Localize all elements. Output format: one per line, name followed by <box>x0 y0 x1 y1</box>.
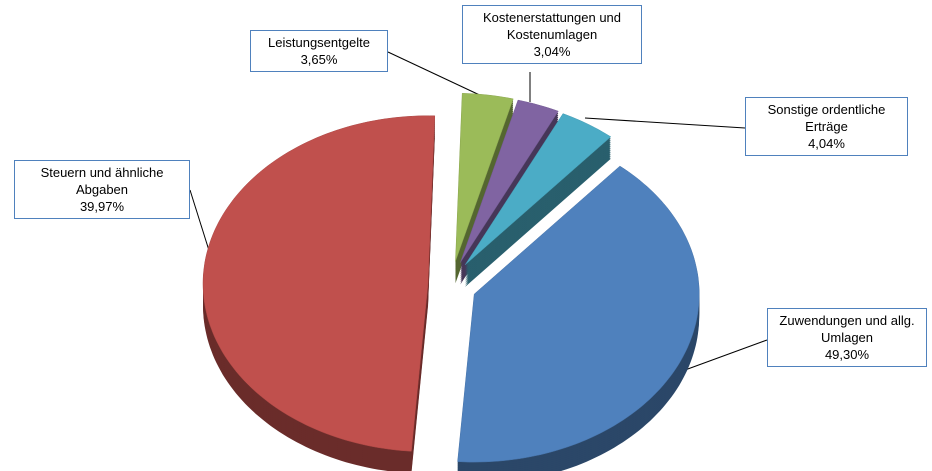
slice <box>464 113 612 266</box>
label-value: 49,30% <box>824 347 870 362</box>
data-label: Kostenerstattungen und Kostenumlagen 3,04… <box>462 5 642 64</box>
label-value: 39,97% <box>79 199 125 214</box>
leader-line <box>684 339 768 371</box>
slices <box>202 93 700 471</box>
leader-line <box>387 51 487 99</box>
label-name: Zuwendungen und allg. Umlagen <box>779 313 915 345</box>
slice <box>457 165 700 463</box>
slice <box>202 115 436 452</box>
data-label: Steuern und ähnliche Abgaben 39,97% <box>14 160 190 219</box>
data-label: Sonstige ordentliche Erträge 4,04% <box>745 97 908 156</box>
label-value: 3,04% <box>533 44 571 59</box>
label-value: 3,65% <box>300 52 338 67</box>
data-label: Leistungsentgelte 3,65% <box>250 30 388 72</box>
leader-line <box>584 117 746 129</box>
label-value: 4,04% <box>808 136 845 151</box>
label-name: Kostenerstattungen und Kostenumlagen <box>482 10 622 42</box>
label-name: Steuern und ähnliche Abgaben <box>40 165 164 197</box>
label-name: Leistungsentgelte <box>268 35 370 50</box>
data-label: Zuwendungen und allg. Umlagen 49,30% <box>767 308 927 367</box>
label-name: Sonstige ordentliche Erträge <box>767 102 886 134</box>
slice <box>455 93 514 262</box>
slice <box>460 99 559 263</box>
